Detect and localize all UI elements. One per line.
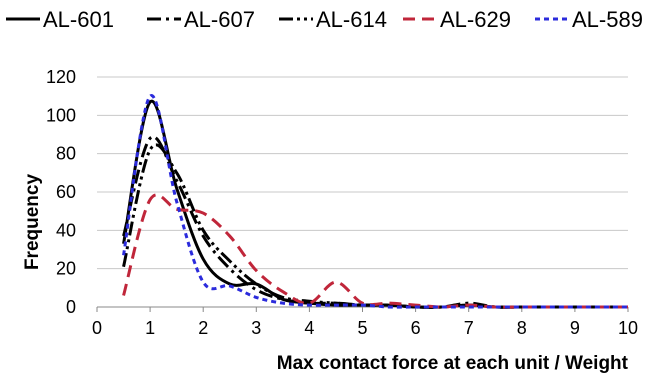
y-tick-label-120: 120 (46, 67, 76, 87)
series-group (122, 94, 628, 309)
x-tick-label-5: 5 (357, 318, 367, 338)
y-tick-label-20: 20 (56, 259, 76, 279)
x-tick-label-2: 2 (198, 318, 208, 338)
x-tick-label-3: 3 (251, 318, 261, 338)
x-tick-label-10: 10 (618, 318, 638, 338)
x-tick-label-1: 1 (145, 318, 155, 338)
legend: AL-601 AL-607 AL-614 AL-629 AL-589 (6, 7, 643, 32)
x-tick-label-6: 6 (411, 318, 421, 338)
x-axis-label: Max contact force at each unit / Weight (277, 353, 629, 374)
x-tick-label-0: 0 (92, 318, 102, 338)
y-tick-label-100: 100 (46, 105, 76, 125)
series-line-al-589 (122, 94, 628, 309)
y-tick-label-60: 60 (56, 182, 76, 202)
legend-label-al-607: AL-607 (184, 7, 255, 32)
y-tick-label-40: 40 (56, 220, 76, 240)
y-axis-label: Frequency (22, 174, 43, 271)
x-tick-label-4: 4 (304, 318, 314, 338)
series-line-al-614 (122, 143, 628, 309)
y-tick-label-0: 0 (66, 297, 76, 317)
y-tick-label-80: 80 (56, 144, 76, 164)
x-tick-label-9: 9 (570, 318, 580, 338)
legend-label-al-614: AL-614 (316, 7, 387, 32)
legend-label-al-601: AL-601 (43, 7, 114, 32)
legend-label-al-629: AL-629 (440, 7, 511, 32)
legend-label-al-589: AL-589 (572, 7, 643, 32)
x-tick-label-8: 8 (517, 318, 527, 338)
x-tick-label-7: 7 (464, 318, 474, 338)
